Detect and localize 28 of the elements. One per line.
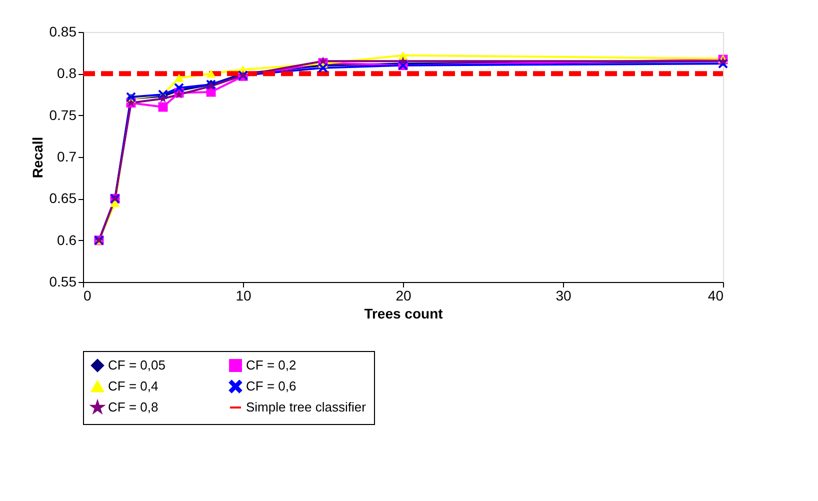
legend-label: Simple tree classifier bbox=[246, 400, 367, 414]
y-tick-label: 0.8 bbox=[57, 65, 77, 82]
point bbox=[318, 63, 328, 73]
y-tick-label: 0.65 bbox=[49, 190, 77, 206]
legend-label: CF = 0,4 bbox=[108, 378, 158, 394]
x-axis-title: Trees count bbox=[364, 306, 444, 322]
point bbox=[398, 56, 408, 66]
x-tick-label: 30 bbox=[556, 288, 572, 304]
point bbox=[174, 83, 184, 93]
y-tick-label: 0.7 bbox=[57, 148, 77, 164]
legend-label: CF = 0,8 bbox=[108, 400, 158, 414]
y-axis-title: Recall bbox=[29, 136, 46, 178]
legend-label: CF = 0,6 bbox=[246, 378, 296, 394]
x-tick-label: 10 bbox=[236, 288, 252, 304]
x-tick-label: 40 bbox=[708, 288, 724, 304]
legend-label: CF = 0,2 bbox=[246, 358, 296, 373]
x-tick-label: 0 bbox=[84, 288, 92, 304]
y-tick-label: 0.55 bbox=[49, 274, 77, 290]
point bbox=[318, 56, 328, 66]
y-tick-label: 0.75 bbox=[49, 106, 77, 123]
point bbox=[158, 94, 168, 103]
y-tick-label: 0.85 bbox=[49, 24, 77, 40]
legend-label: CF = 0,05 bbox=[108, 358, 166, 373]
x-tick-label: 20 bbox=[396, 288, 412, 304]
y-tick-label: 0.6 bbox=[57, 232, 77, 248]
point bbox=[174, 74, 184, 82]
point bbox=[206, 70, 216, 78]
point bbox=[158, 102, 168, 112]
